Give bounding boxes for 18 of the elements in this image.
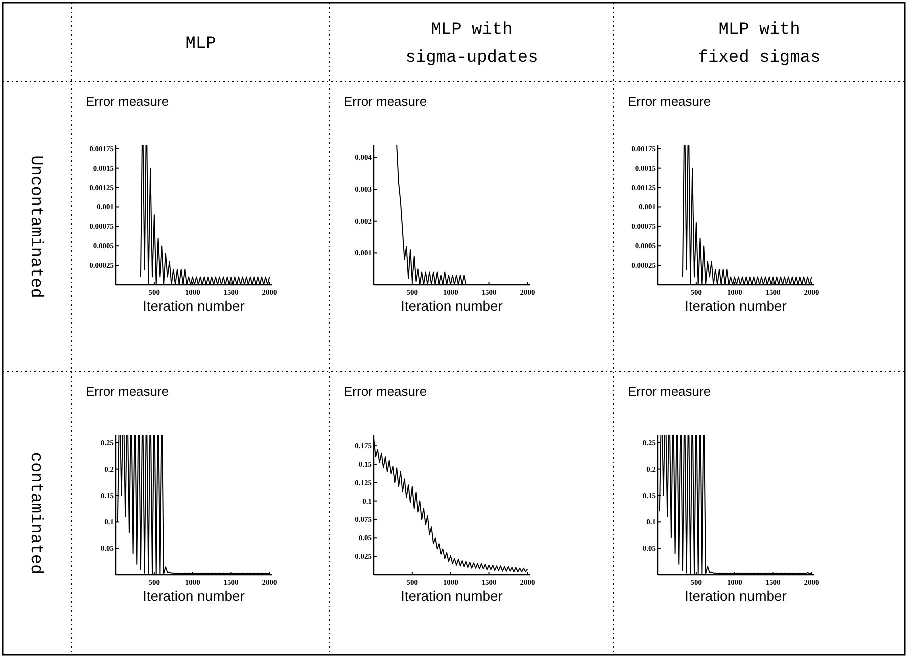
y-axis-title: Error measure — [344, 94, 428, 109]
x-axis-title: Iteration number — [401, 298, 504, 314]
text: MLP — [186, 35, 216, 54]
x-axis-title: Iteration number — [143, 298, 246, 314]
text: Uncontaminated — [26, 156, 45, 298]
text: MLP with fixed sigmas — [698, 21, 821, 68]
y-axis-title: Error measure — [86, 384, 170, 399]
x-axis-title: Iteration number — [401, 588, 504, 604]
x-axis-title: Iteration number — [685, 298, 788, 314]
x-axis-title: Iteration number — [685, 588, 788, 604]
text: contaminated — [26, 452, 45, 575]
text: MLP with sigma-updates — [406, 21, 538, 68]
y-axis-title: Error measure — [86, 94, 170, 109]
y-axis-title: Error measure — [628, 384, 712, 399]
y-axis-title: Error measure — [344, 384, 428, 399]
y-axis-title: Error measure — [628, 94, 712, 109]
x-axis-title: Iteration number — [143, 588, 246, 604]
line-series — [374, 438, 528, 573]
